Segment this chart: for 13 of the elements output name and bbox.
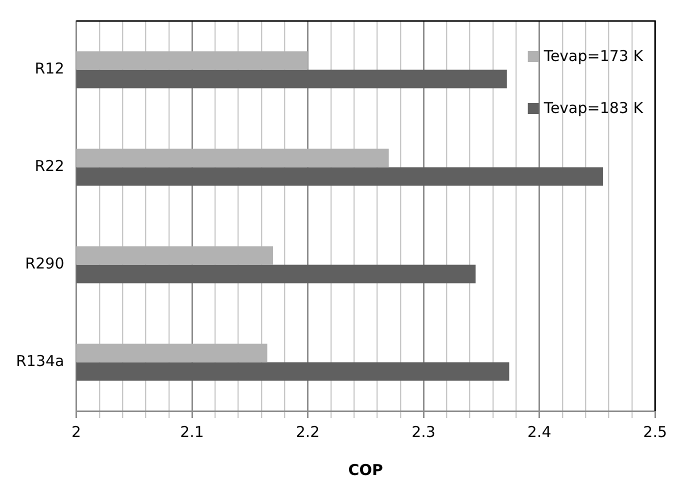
x-tick-label: 2.3 [412, 422, 436, 441]
y-tick-label: R22 [34, 157, 64, 176]
y-tick-label: R290 [25, 254, 64, 273]
legend-label: Tevap=183 K [542, 98, 644, 117]
x-tick-label: 2.4 [527, 422, 552, 441]
y-tick-label: R134a [16, 352, 64, 370]
x-tick-label: 2.1 [180, 422, 204, 441]
y-tick-label: R12 [34, 60, 64, 78]
x-tick-label: 2.5 [643, 422, 667, 441]
x-tick-label: 2.2 [296, 422, 320, 441]
x-axis-title: COP [348, 460, 384, 479]
x-tick-label: 2 [71, 422, 82, 441]
legend-label: Tevap=173 K [542, 46, 644, 65]
